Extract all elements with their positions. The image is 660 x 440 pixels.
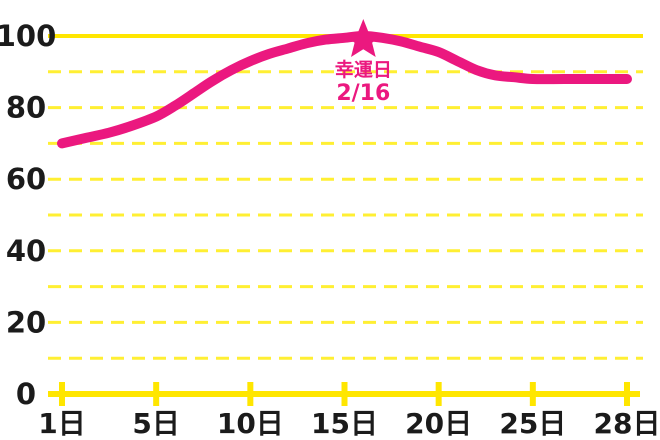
- x-tick-label-10: 10日: [217, 407, 284, 440]
- y-tick-label-100: 100: [0, 19, 56, 53]
- lucky-day-date: 2/16: [336, 81, 390, 106]
- y-tick-label-60: 60: [6, 162, 46, 196]
- x-tick-label-15: 15日: [311, 407, 378, 440]
- y-tick-label-80: 80: [6, 91, 46, 125]
- fortune-line: [57, 31, 632, 149]
- y-tick-label-40: 40: [6, 234, 46, 268]
- x-tick-label-5: 5日: [132, 407, 179, 440]
- lucky-day-label: 幸運日: [335, 59, 392, 81]
- y-tick-label-20: 20: [6, 305, 46, 339]
- x-tick-label-1: 1日: [38, 407, 85, 440]
- x-tick-label-28: 28日: [594, 407, 660, 440]
- x-tick-label-20: 20日: [405, 407, 472, 440]
- y-tick-label-0: 0: [16, 377, 36, 411]
- x-tick-label-25: 25日: [499, 407, 566, 440]
- lucky-star-icon: [343, 19, 384, 57]
